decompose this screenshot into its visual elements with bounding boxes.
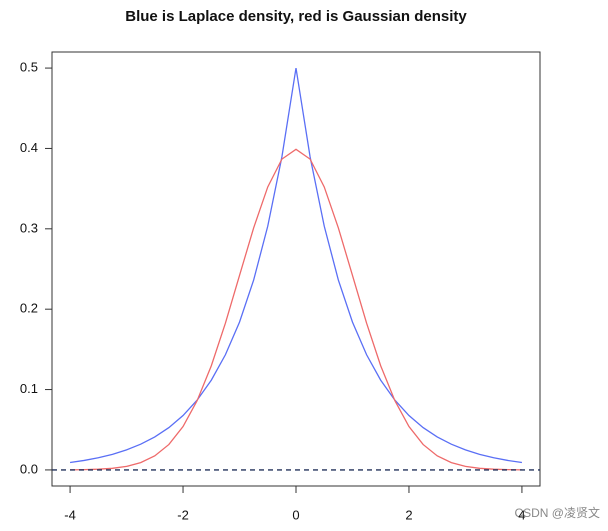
x-tick-label: 0 <box>292 507 299 522</box>
x-tick-label: 4 <box>518 507 525 522</box>
x-tick-label: -4 <box>64 507 76 522</box>
y-tick-label: 0.5 <box>20 60 38 75</box>
x-tick-label: 2 <box>405 507 412 522</box>
y-tick-label: 0.1 <box>20 381 38 396</box>
series-line <box>69 67 523 464</box>
x-tick-label: -2 <box>177 507 189 522</box>
series-line <box>70 148 522 471</box>
y-tick-label: 0.3 <box>20 220 38 235</box>
y-tick-label: 0.4 <box>20 140 38 155</box>
watermark: CSDN @凌贤文 <box>514 505 600 520</box>
y-tick-label: 0.0 <box>20 461 38 476</box>
y-tick-label: 0.2 <box>20 301 38 316</box>
chart-title: Blue is Laplace density, red is Gaussian… <box>125 8 467 25</box>
